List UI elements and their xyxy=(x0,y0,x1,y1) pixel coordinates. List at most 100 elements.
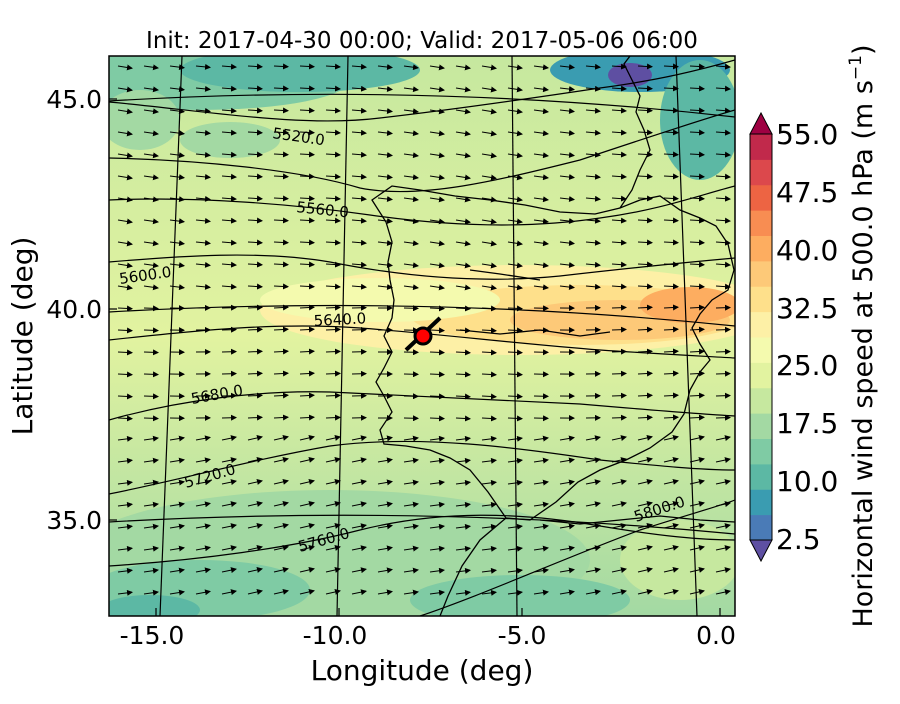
wind-vector-arrow xyxy=(430,374,444,375)
wind-vector-arrow xyxy=(430,352,444,353)
colorbar-tick-label: 32.5 xyxy=(776,292,838,325)
wind-vector-arrow xyxy=(508,352,522,353)
colorbar-tick-label: 25.0 xyxy=(776,349,838,382)
y-tick-label: 40.0 xyxy=(46,295,102,324)
wind-vector-arrow xyxy=(326,373,340,374)
wind-vector-arrow xyxy=(664,198,678,199)
wind-vector-arrow xyxy=(274,132,288,133)
wind-vector-arrow xyxy=(326,395,340,396)
wind-vector-arrow xyxy=(664,176,678,177)
wind-vector-arrow xyxy=(690,329,704,330)
wind-vector-arrow xyxy=(274,220,288,221)
colorbar-band xyxy=(750,388,772,414)
wind-vector-arrow xyxy=(274,176,288,177)
colorbar-band xyxy=(750,134,772,160)
wind-vector-arrow xyxy=(274,88,288,89)
wind-vector-arrow xyxy=(326,329,340,330)
wind-vector-arrow xyxy=(144,330,158,331)
wind-vector-arrow xyxy=(248,307,262,308)
colorbar-tick-label: 55.0 xyxy=(776,118,838,151)
wind-vector-arrow xyxy=(430,308,444,309)
wind-vector-arrow xyxy=(690,417,704,418)
colorbar-tick-labels: 55.0 47.5 40.0 32.5 25.0 17.5 10.0 2.5 xyxy=(776,118,838,556)
colorbar-label-end: ) xyxy=(848,44,879,55)
wind-vector-arrow xyxy=(508,330,522,331)
colorbar-band xyxy=(750,185,772,211)
x-tick-label: -15.0 xyxy=(120,621,185,650)
colorbar-band xyxy=(750,236,772,262)
wind-vector-arrow xyxy=(274,154,288,155)
colorbar: 55.0 47.5 40.0 32.5 25.0 17.5 10.0 2.5 H… xyxy=(750,44,879,627)
location-marker-dot xyxy=(415,328,431,344)
colorbar-min-extension xyxy=(750,540,772,561)
wind-vector-arrow xyxy=(508,374,522,375)
colorbar-band xyxy=(750,439,772,465)
wind-vector-arrow xyxy=(664,132,678,133)
wind-vector-arrow xyxy=(430,330,444,331)
y-tick-labels: 35.0 40.0 45.0 xyxy=(46,85,102,535)
wind-vector-arrow xyxy=(144,396,158,397)
colorbar-tick-label: 47.5 xyxy=(776,176,838,209)
wind-vector-arrow xyxy=(508,396,522,397)
wind-vector-arrow xyxy=(430,396,444,397)
wind-vector-arrow xyxy=(690,351,704,352)
wind-fill-zone xyxy=(180,122,280,158)
wind-vector-arrow xyxy=(664,88,678,89)
colorbar-tick-label: 2.5 xyxy=(776,523,821,556)
wind-vector-arrow xyxy=(508,418,522,419)
wind-vector-arrow xyxy=(430,418,444,419)
colorbar-bands xyxy=(750,134,772,541)
colorbar-tick-label: 40.0 xyxy=(776,234,838,267)
colorbar-label: Horizontal wind speed at 500.0 hPa (m s−… xyxy=(846,44,879,627)
wind-vector-arrow xyxy=(612,373,626,374)
colorbar-band xyxy=(750,413,772,439)
colorbar-band xyxy=(750,362,772,388)
contour-label-5640: 5640.0 xyxy=(313,309,366,330)
wind-vector-arrow xyxy=(664,110,678,111)
wind-vector-arrow xyxy=(664,242,678,243)
wind-vector-arrow xyxy=(664,66,678,67)
wind-vector-arrow xyxy=(664,264,678,265)
wind-vector-arrow xyxy=(274,264,288,265)
wind-fill-zone xyxy=(660,60,740,180)
wind-vector-arrow xyxy=(274,286,288,287)
wind-vector-arrow xyxy=(612,395,626,396)
wind-vector-arrow xyxy=(248,351,262,352)
y-axis-label: Latitude (deg) xyxy=(6,237,39,436)
wind-vector-arrow xyxy=(144,374,158,375)
wind-vector-arrow xyxy=(690,373,704,374)
wind-vector-arrow xyxy=(326,307,340,308)
wind-fill-zone xyxy=(410,575,630,625)
colorbar-band xyxy=(750,337,772,363)
wind-vector-arrow xyxy=(690,395,704,396)
wind-fill-zone xyxy=(260,278,500,322)
wind-vector-arrow xyxy=(248,329,262,330)
colorbar-band xyxy=(750,464,772,490)
wind-vector-arrow xyxy=(274,66,288,67)
wind-vector-arrow xyxy=(144,308,158,309)
x-tick-label: -5.0 xyxy=(498,621,547,650)
wind-vector-arrow xyxy=(612,329,626,330)
wind-vector-arrow xyxy=(144,418,158,419)
colorbar-band xyxy=(750,312,772,338)
wind-vector-arrow xyxy=(274,110,288,111)
wind-vector-arrow xyxy=(248,395,262,396)
x-tick-label: -10.0 xyxy=(303,621,368,650)
y-tick-label: 45.0 xyxy=(46,85,102,114)
colorbar-max-extension xyxy=(750,113,772,134)
colorbar-band xyxy=(750,286,772,312)
colorbar-band xyxy=(750,515,772,541)
wind-vector-arrow xyxy=(274,242,288,243)
wind-vector-arrow xyxy=(664,220,678,221)
wind-vector-arrow xyxy=(248,373,262,374)
colorbar-band xyxy=(750,159,772,185)
wind-vector-arrow xyxy=(690,307,704,308)
x-tick-labels: -15.0 -10.0 -5.0 0.0 xyxy=(120,621,736,650)
wind-vector-arrow xyxy=(326,417,340,418)
colorbar-tick-label: 10.0 xyxy=(776,465,838,498)
wind-vector-arrow xyxy=(664,154,678,155)
wind-vector-arrow xyxy=(612,307,626,308)
wind-vector-arrow xyxy=(248,417,262,418)
wind-vector-arrow xyxy=(612,417,626,418)
wind-vector-arrow xyxy=(508,308,522,309)
